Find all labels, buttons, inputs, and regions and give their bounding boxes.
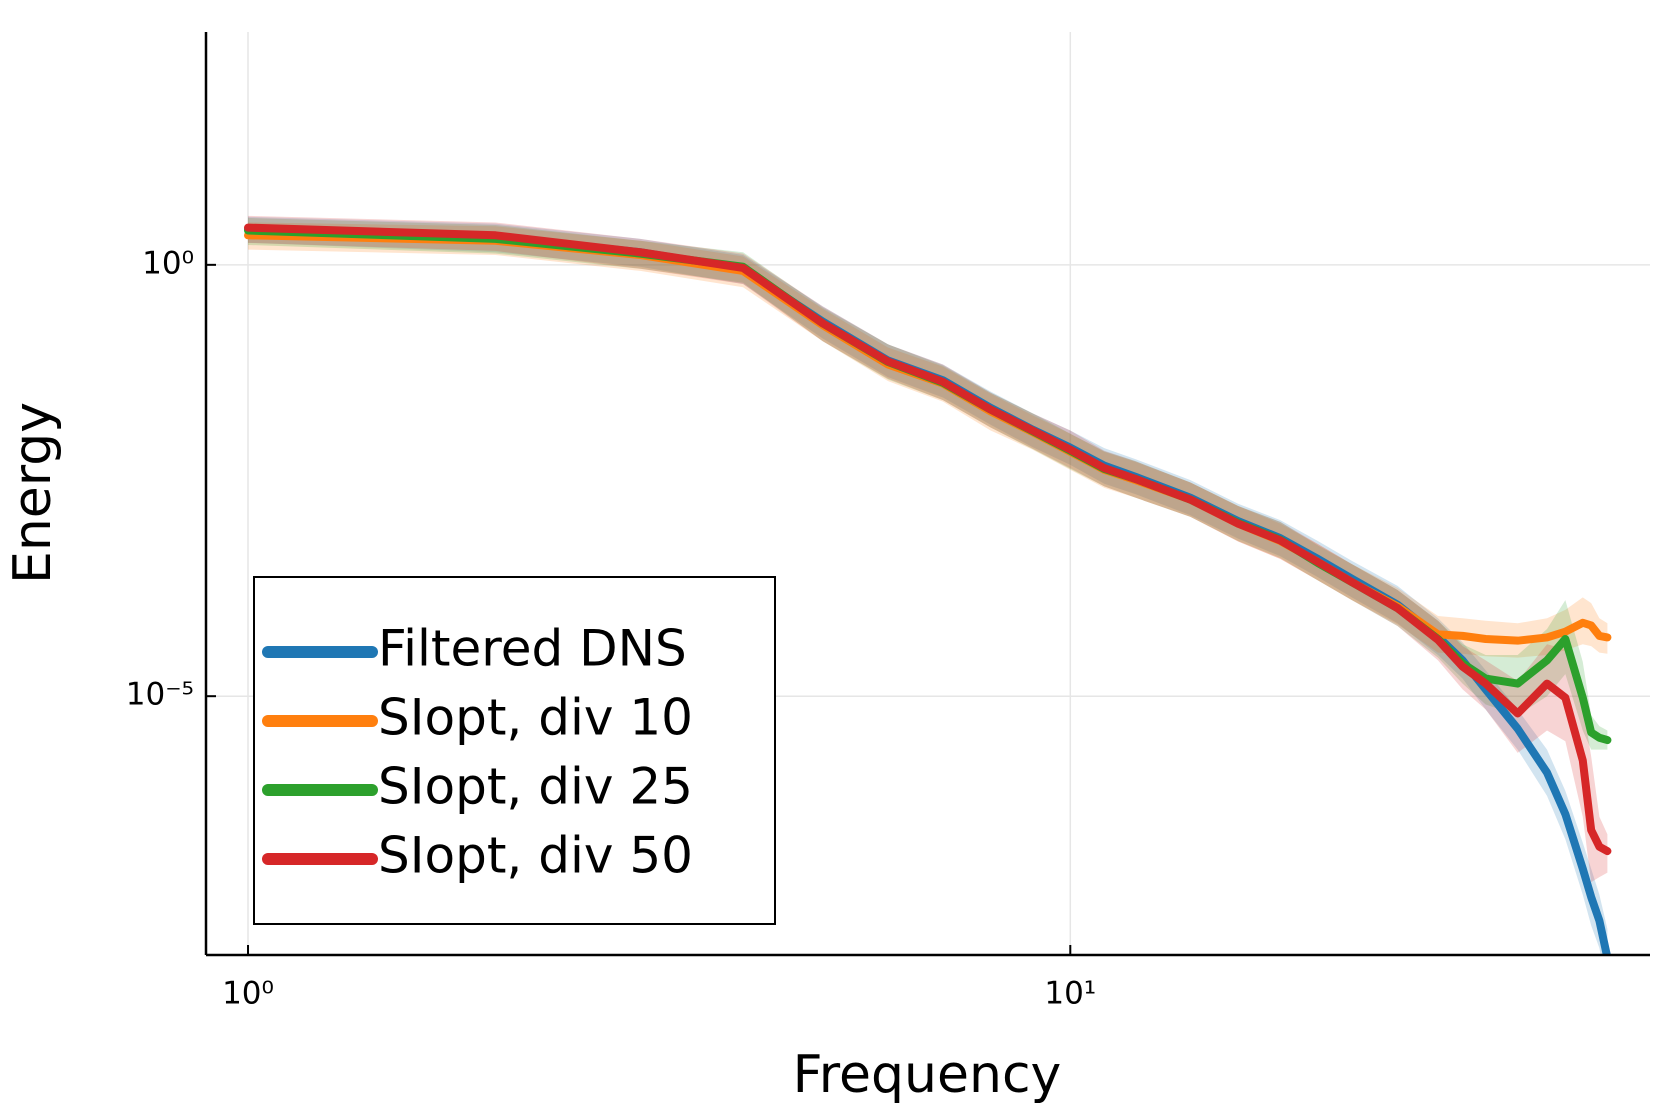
y-tick-label: 10⁻⁵ [126, 677, 194, 713]
legend: Filtered DNS SIopt, div 10 SIopt, div 25 SI… [253, 576, 776, 925]
x-tick-label: 10¹ [1044, 976, 1096, 1012]
error-band [248, 216, 1608, 955]
lines [244, 223, 1612, 955]
y-axis-label: Energy [3, 402, 63, 584]
y-tick-label: 10⁰ [142, 245, 194, 281]
x-tick-label: 10⁰ [222, 976, 274, 1012]
legend-label: SIopt, div 25 [378, 758, 693, 816]
legend-label: SIopt, div 50 [378, 827, 693, 885]
error-band [248, 222, 1608, 658]
axes: 10⁰ 10¹ 10⁻⁵ 10⁰ [126, 32, 1650, 1012]
legend-label: Filtered DNS [378, 620, 687, 678]
bands [248, 215, 1608, 955]
legend-box [253, 576, 776, 925]
legend-label: SIopt, div 10 [378, 689, 693, 747]
x-axis-label: Frequency [793, 1045, 1062, 1105]
series-line [244, 223, 1612, 856]
